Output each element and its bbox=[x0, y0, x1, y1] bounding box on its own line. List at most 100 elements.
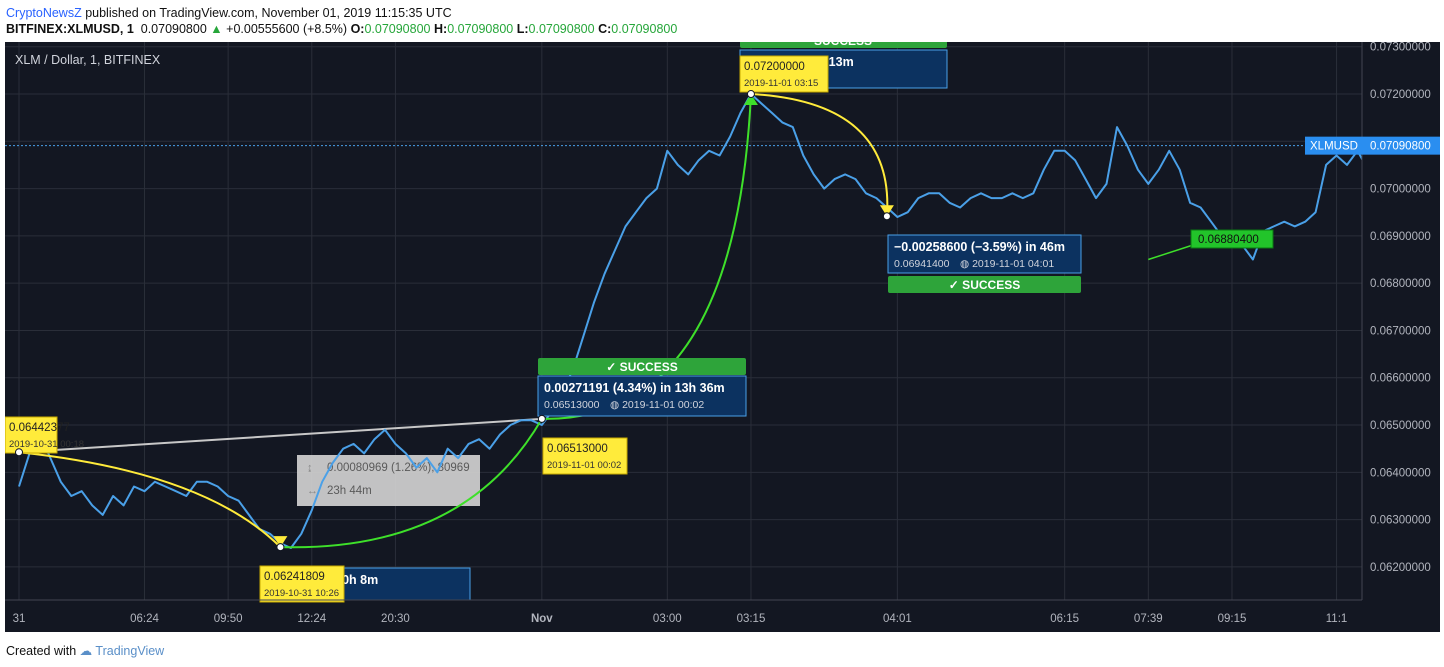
yellow-arrow-1 bbox=[18, 451, 282, 548]
range-5-sub-price: 0.06941400 bbox=[894, 258, 950, 270]
publisher-link[interactable]: CryptoNewsZ bbox=[6, 6, 82, 20]
yellow-arrowhead-2 bbox=[879, 205, 894, 217]
success-mid-label: ✓ SUCCESS bbox=[606, 360, 677, 374]
low-key: L: bbox=[516, 22, 529, 36]
range-5-text: −0.00258600 (−3.59%) in 46m bbox=[894, 240, 1065, 254]
high-key: H: bbox=[433, 22, 448, 36]
green-arrowhead-2 bbox=[743, 94, 758, 106]
published-text: published on TradingView.com, November 0… bbox=[81, 6, 452, 20]
point-3-marker bbox=[537, 414, 546, 423]
green-arrow-1 bbox=[280, 418, 543, 549]
last-price: 0.07090800 bbox=[140, 22, 207, 36]
range-height-icon: ↨ bbox=[307, 462, 313, 474]
x-tick-label: 03:15 bbox=[737, 613, 766, 625]
chart-title: XLM / Dollar, 1, BITFINEX bbox=[15, 53, 161, 67]
green-price-box bbox=[1190, 229, 1274, 249]
x-tick-label: 20:30 bbox=[381, 613, 410, 625]
symbol-tag-label: XLMUSD bbox=[1310, 141, 1358, 153]
point-2-marker bbox=[276, 543, 285, 552]
x-tick-label: 12:24 bbox=[297, 613, 326, 625]
y-tick-label: 0.06800000 bbox=[1370, 278, 1431, 290]
y-tick-label: 0.06900000 bbox=[1370, 231, 1431, 243]
success-mid-box bbox=[538, 358, 746, 375]
range-3-text: 0.00271191 (4.34%) in 13h 36m bbox=[544, 381, 725, 395]
point-3-box bbox=[542, 437, 628, 475]
close-value: 0.07090800 bbox=[611, 22, 678, 36]
point-4-time: 2019-11-01 03:15 bbox=[744, 78, 818, 89]
y-tick-label: 0.07300000 bbox=[1370, 42, 1431, 54]
created-with-text: Created with bbox=[6, 644, 77, 658]
y-tick-label: 0.06600000 bbox=[1370, 373, 1431, 385]
range-width-icon: ↔ bbox=[307, 485, 318, 497]
x-tick-label: 03:00 bbox=[653, 613, 682, 625]
time-axis[interactable]: 31 06:24 09:50 12:24 20:30 Nov 03:00 03:15 04:01… bbox=[13, 613, 1348, 625]
gray-range-line bbox=[18, 417, 542, 454]
point-1-time: 2019-10-31 00:18 bbox=[9, 439, 84, 450]
x-tick-label: 04:01 bbox=[883, 613, 912, 625]
y-tick-label: 0.07200000 bbox=[1370, 89, 1431, 101]
range-3-box bbox=[537, 375, 747, 417]
price-change: +0.00555600 (+8.5%) bbox=[226, 22, 348, 36]
y-tick-label: 0.06300000 bbox=[1370, 515, 1431, 527]
current-price-label: 0.07090800 bbox=[1370, 141, 1431, 153]
symbol-tag-box bbox=[1305, 136, 1363, 155]
x-tick-label: 09:50 bbox=[214, 613, 243, 625]
point-2-price: 0.06241809 bbox=[264, 571, 325, 583]
point-1-marker bbox=[15, 448, 23, 457]
point-4-box bbox=[739, 55, 829, 93]
open-key: O: bbox=[350, 22, 365, 36]
symbol-line: BITFINEX:XLMUSD, 1 0.07090800 ▲ +0.00555… bbox=[6, 22, 677, 36]
symbol-name: BITFINEX:XLMUSD, 1 bbox=[6, 22, 134, 36]
green-label-connector bbox=[1148, 244, 1194, 261]
success-right-box bbox=[888, 276, 1081, 293]
point-5-marker bbox=[882, 212, 891, 221]
success-right-label: ✓ SUCCESS bbox=[949, 278, 1020, 292]
open-value: 0.07090800 bbox=[364, 22, 431, 36]
range-5-box bbox=[887, 234, 1082, 274]
up-arrow-icon: ▲ bbox=[210, 22, 223, 36]
success-top-label: SUCCESS bbox=[814, 42, 872, 48]
high-value: 0.07090800 bbox=[447, 22, 514, 36]
yellow-arrow-2 bbox=[750, 93, 889, 217]
current-price-box bbox=[1363, 136, 1440, 155]
x-tick-label: 31 bbox=[13, 613, 26, 625]
x-tick-label: 06:15 bbox=[1050, 613, 1079, 625]
range-3-sub-time: ◍ 2019-11-01 00:02 bbox=[610, 399, 704, 411]
price-chart[interactable]: ↨ 0.00080969 (1.26%), 80969 ↔ 23h 44m SUCCE… bbox=[5, 42, 1440, 632]
success-top-box bbox=[740, 42, 947, 48]
x-tick-label: 07:39 bbox=[1134, 613, 1163, 625]
x-tick-label: Nov bbox=[531, 613, 553, 625]
range-3-sub-price: 0.06513000 bbox=[544, 399, 600, 411]
chart-background bbox=[5, 42, 1440, 632]
yellow-arrowhead-1 bbox=[273, 536, 288, 548]
price-series-line bbox=[18, 93, 1401, 549]
gray-range-change: 0.00080969 (1.26%), 80969 bbox=[327, 462, 470, 474]
point-1-box bbox=[5, 416, 58, 454]
x-tick-label: 06:24 bbox=[130, 613, 159, 625]
y-tick-label: 0.07000000 bbox=[1370, 184, 1431, 196]
price-axis[interactable]: 0.06200000 0.06300000 0.06400000 0.06500000… bbox=[1305, 42, 1440, 574]
tradingview-logo-icon: ☁ bbox=[79, 644, 93, 658]
green-price-label: 0.06880400 bbox=[1198, 234, 1259, 246]
point-3-price: 0.06513000 bbox=[547, 443, 608, 455]
point-2-time: 2019-10-31 10:26 bbox=[264, 588, 339, 599]
range-5-sub-time: ◍ 2019-11-01 04:01 bbox=[960, 258, 1054, 270]
gray-range-tool: ↨ 0.00080969 (1.26%), 80969 ↔ 23h 44m bbox=[18, 417, 542, 506]
x-tick-label: 11:1 bbox=[1326, 613, 1348, 625]
point-1-price: 0.06442377 bbox=[9, 422, 70, 434]
publish-line: CryptoNewsZ published on TradingView.com… bbox=[6, 6, 452, 20]
footer: Created with ☁ TradingView bbox=[6, 643, 164, 658]
close-key: C: bbox=[598, 22, 612, 36]
point-4-price: 0.07200000 bbox=[744, 61, 805, 73]
y-tick-label: 0.06700000 bbox=[1370, 325, 1431, 337]
y-tick-label: 0.06400000 bbox=[1370, 467, 1431, 479]
y-tick-label: 0.06500000 bbox=[1370, 420, 1431, 432]
x-tick-label: 09:15 bbox=[1218, 613, 1247, 625]
gray-range-box bbox=[297, 455, 480, 506]
low-value: 0.07090800 bbox=[528, 22, 595, 36]
tradingview-brand[interactable]: TradingView bbox=[95, 644, 165, 658]
point-4-marker bbox=[746, 90, 755, 99]
point-2-box bbox=[259, 565, 345, 603]
gray-range-duration: 23h 44m bbox=[327, 485, 372, 497]
